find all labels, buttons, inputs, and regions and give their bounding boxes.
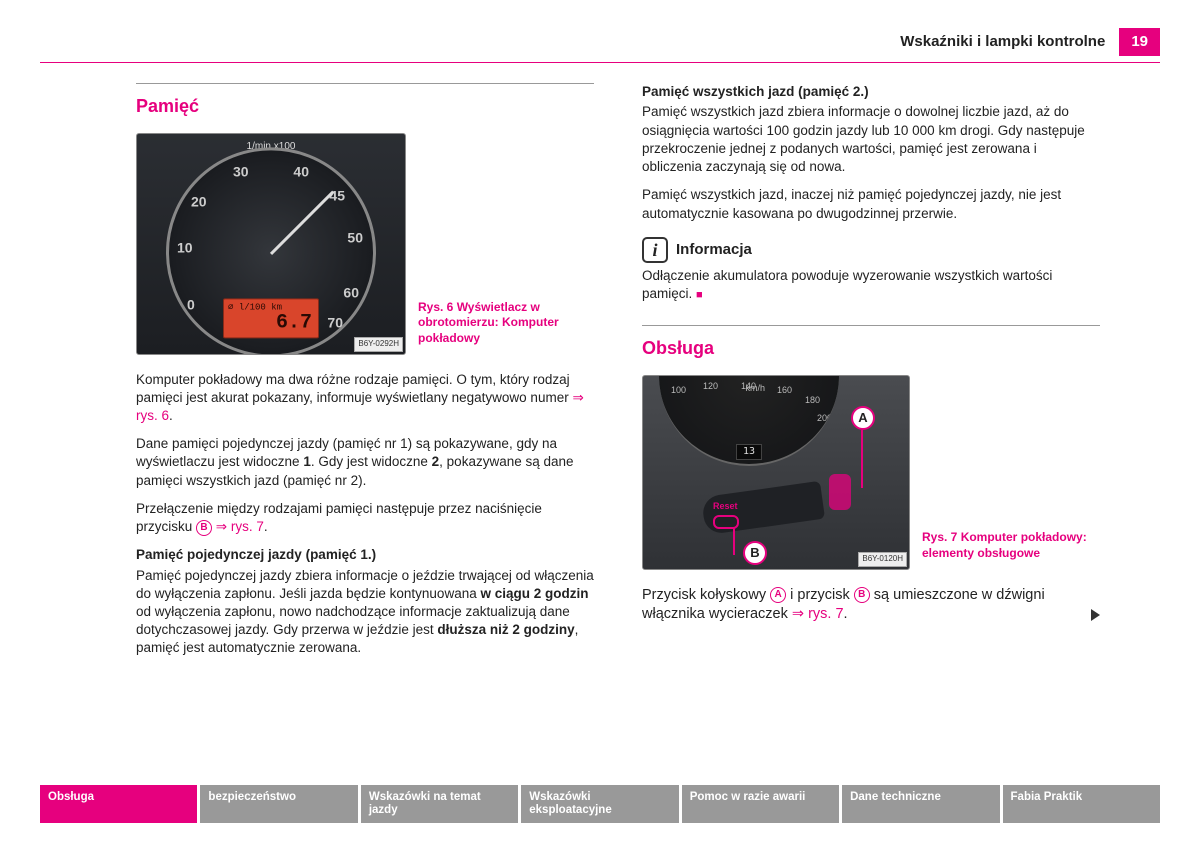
gauge-lcd-value: 6.7	[276, 311, 312, 334]
button-a-highlight	[829, 474, 851, 510]
gauge-dial: 0 10 20 30 40 45 50 60 70 ∅ l/100 km 6.7	[166, 147, 376, 355]
reset-label: Reset	[713, 500, 738, 512]
figure-7-caption: Rys. 7 Komputer pokładowy: elementy obsł…	[922, 530, 1100, 569]
gauge-num: 20	[191, 192, 207, 211]
left-column: Pamięć 1/min x100 0 10 20 30 40 45 50 60…	[136, 83, 594, 667]
figure-6-gauge: 1/min x100 0 10 20 30 40 45 50 60 70 ∅ l…	[136, 133, 406, 355]
gauge-num: 45	[329, 186, 345, 205]
gauge-num: 70	[327, 313, 343, 332]
footer-tabs: Obsługa bezpieczeństwo Wskazówki na tema…	[40, 785, 1160, 823]
subhead-memory2: Pamięć wszystkich jazd (pamięć 2.)	[642, 83, 1100, 101]
heading-memory: Pamięć	[136, 83, 594, 118]
button-b-highlight	[713, 515, 739, 529]
para-7: Odłączenie akumulatora powoduje wyzerowa…	[642, 267, 1100, 303]
gauge-lcd: ∅ l/100 km 6.7	[223, 298, 319, 338]
para-3: Przełączenie między rodzajami pamięci na…	[136, 500, 594, 536]
callout-a: A	[851, 406, 875, 430]
callout-b: B	[743, 541, 767, 565]
tab-bezpieczenstwo[interactable]: bezpieczeństwo	[200, 785, 357, 823]
figure-code: B6Y-0120H	[858, 552, 907, 567]
callout-a-inline: A	[770, 587, 786, 603]
callout-b-inline: B	[196, 520, 212, 536]
tab-wskazowki-jazdy[interactable]: Wskazówki na temat jazdy	[361, 785, 518, 823]
gauge-num: 60	[343, 283, 359, 302]
para-5: Pamięć wszystkich jazd zbiera informacje…	[642, 103, 1100, 176]
tab-fabia-praktik[interactable]: Fabia Praktik	[1003, 785, 1160, 823]
end-square-icon: ■	[696, 289, 703, 301]
gauge-num: 30	[233, 162, 249, 181]
subhead-memory1: Pamięć pojedynczej jazdy (pamięć 1.)	[136, 546, 594, 564]
tab-wskazowki-eksploatacyjne[interactable]: Wskazówki eksploatacyjne	[521, 785, 678, 823]
info-label: Informacja	[676, 240, 752, 260]
callout-b-inline2: B	[854, 587, 870, 603]
gauge-num: 0	[187, 295, 195, 314]
para-2: Dane pamięci pojedynczej jazdy (pamięć n…	[136, 435, 594, 490]
ref-rys7[interactable]: ⇒ rys. 7	[212, 519, 264, 534]
page-number-badge: 19	[1119, 28, 1160, 56]
figure-7-dashboard: km/h 100 120 140 160 180 200 220 13 Rese…	[642, 375, 910, 570]
callout-a-line	[861, 430, 863, 488]
header-section-title: Wskaźniki i lampki kontrolne	[900, 32, 1105, 52]
right-column: Pamięć wszystkich jazd (pamięć 2.) Pamię…	[642, 83, 1100, 667]
gauge-needle	[270, 190, 334, 254]
figure-6-caption: Rys. 6 Wyświetlacz w obrotomierzu: Kompu…	[418, 300, 594, 355]
tab-dane-techniczne[interactable]: Dane techniczne	[842, 785, 999, 823]
odometer: 13	[736, 444, 762, 460]
gauge-num: 50	[347, 228, 363, 247]
speedometer: km/h 100 120 140 160 180 200 220 13	[659, 376, 839, 466]
callout-b-line	[733, 527, 735, 555]
heading-operation: Obsługa	[642, 325, 1100, 360]
ref-rys7b[interactable]: ⇒ rys. 7	[792, 606, 844, 622]
tab-pomoc[interactable]: Pomoc w razie awarii	[682, 785, 839, 823]
figure-code: B6Y-0292H	[354, 337, 403, 352]
continue-arrow-icon	[1091, 609, 1100, 621]
para-6: Pamięć wszystkich jazd, inaczej niż pami…	[642, 186, 1100, 222]
header-divider	[40, 62, 1160, 63]
gauge-num: 40	[293, 162, 309, 181]
tab-obsluga[interactable]: Obsługa	[40, 785, 197, 823]
para-8: Przycisk kołyskowy A i przycisk B są umi…	[642, 586, 1100, 625]
para-4: Pamięć pojedynczej jazdy zbiera informac…	[136, 567, 594, 658]
gauge-num: 10	[177, 238, 193, 257]
para-1: Komputer pokładowy ma dwa różne rodzaje …	[136, 371, 594, 426]
info-icon: i	[642, 237, 668, 263]
